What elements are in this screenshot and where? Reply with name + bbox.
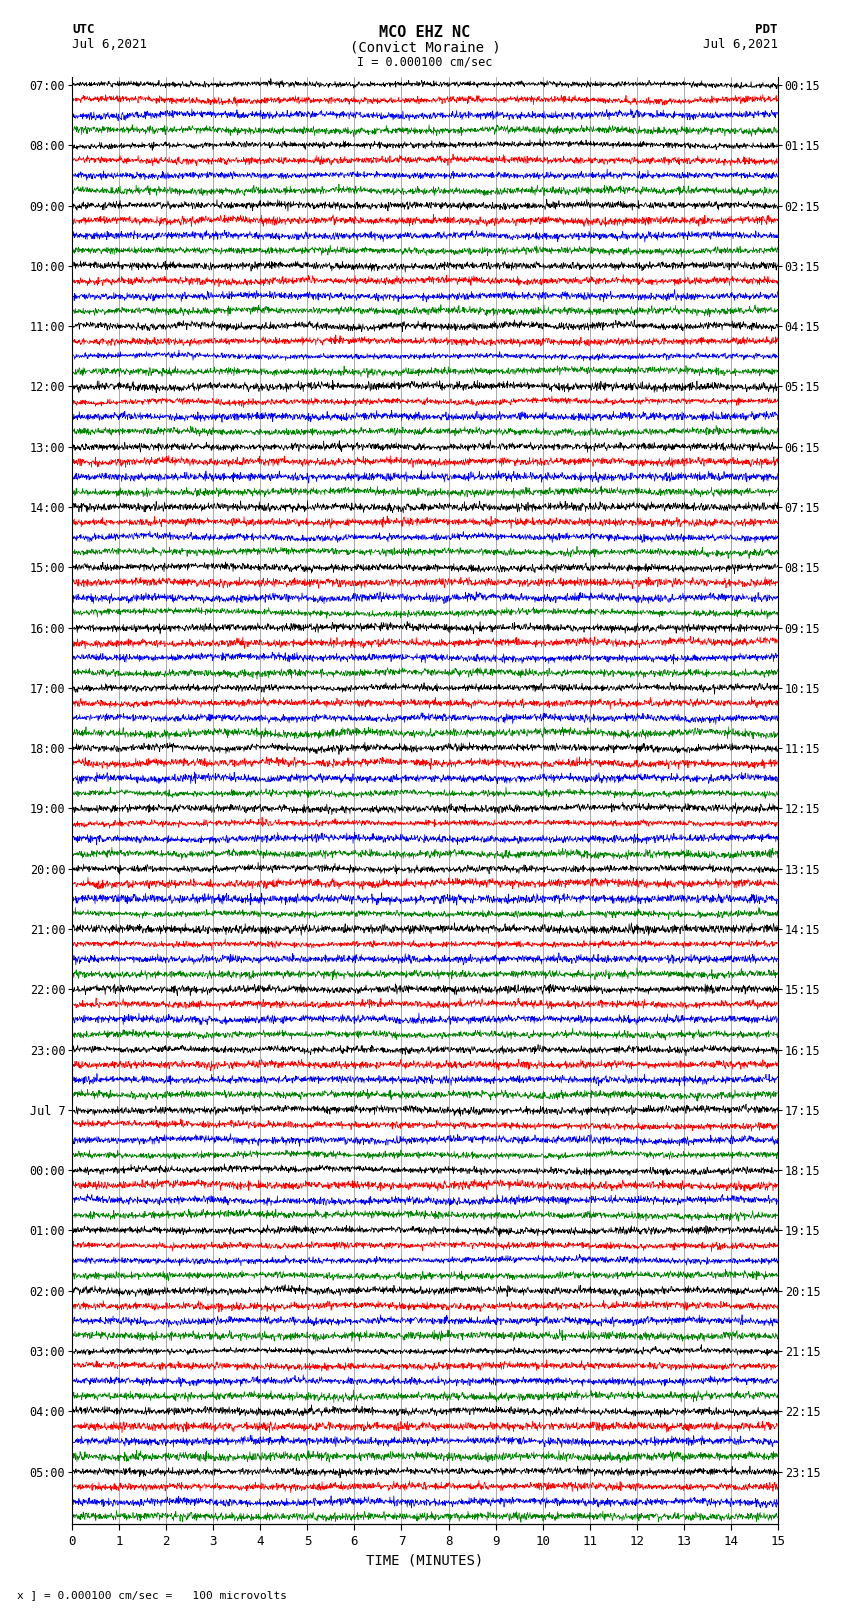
Text: I = 0.000100 cm/sec: I = 0.000100 cm/sec bbox=[357, 55, 493, 69]
Text: MCO EHZ NC: MCO EHZ NC bbox=[379, 24, 471, 39]
Text: Jul 6,2021: Jul 6,2021 bbox=[72, 37, 147, 50]
Text: PDT: PDT bbox=[756, 23, 778, 37]
Text: (Convict Moraine ): (Convict Moraine ) bbox=[349, 40, 501, 53]
Text: UTC: UTC bbox=[72, 23, 94, 37]
Text: Jul 6,2021: Jul 6,2021 bbox=[703, 37, 778, 50]
X-axis label: TIME (MINUTES): TIME (MINUTES) bbox=[366, 1553, 484, 1568]
Text: x ] = 0.000100 cm/sec =   100 microvolts: x ] = 0.000100 cm/sec = 100 microvolts bbox=[17, 1590, 287, 1600]
